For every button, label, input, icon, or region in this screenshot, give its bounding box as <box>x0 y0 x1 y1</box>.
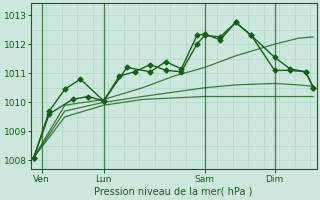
X-axis label: Pression niveau de la mer( hPa ): Pression niveau de la mer( hPa ) <box>94 187 253 197</box>
